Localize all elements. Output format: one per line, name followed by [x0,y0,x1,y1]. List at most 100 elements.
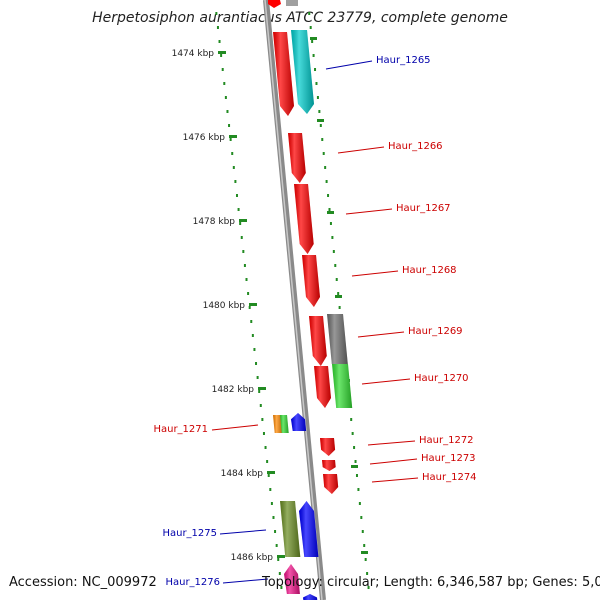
right-tick-dot [329,222,332,225]
gene-labels: Haur_1265 Haur_1266 Haur_1267 Haur_1268 Haur… [153,55,476,588]
gene-arrow-g1269b[interactable] [327,314,348,364]
left-tick-dot [224,96,227,99]
gene-label-g1271[interactable]: Haur_1271 [153,424,208,435]
gene-label-leader [337,146,385,154]
gene-arrow-g1271[interactable] [273,415,283,433]
left-tick-dot [262,432,265,435]
gene-label-leader [367,440,416,446]
right-tick-dot [353,446,356,449]
gene-arrow-shading [273,415,283,433]
accession-label: Accession: NC_009972 [9,575,157,590]
gene-arrow-g1271c[interactable] [291,413,307,431]
right-tick-dot [308,12,311,15]
scale-label: 1484 kbp [221,469,264,479]
genes-value: 5,042 [581,575,600,590]
gene-arrow-g1265a[interactable] [273,32,294,116]
gene-label-g1272[interactable]: Haur_1272 [419,435,474,446]
gene-arrow-g1276b[interactable] [303,594,318,600]
right-tick-dot [357,488,360,491]
left-tick-dot [216,26,219,29]
gene-arrow-shading [294,184,314,254]
gene-arrow-g1275a[interactable] [280,501,301,557]
gene-arrow-g1267[interactable] [294,184,314,254]
gene-features [268,0,353,600]
left-tick-dot [259,404,262,407]
left-tick-dot [242,250,245,253]
gene-arrow-g1272[interactable] [320,438,336,456]
right-tick-dot [309,26,312,29]
right-tick-dot [366,572,369,575]
gene-arrow-shading [299,501,319,557]
left-tick-dot [266,460,269,463]
gene-arrow-g1270b[interactable] [332,364,353,408]
right-tick-dot [311,40,314,43]
left-tick-dot [215,12,218,15]
right-major-tick [361,551,368,554]
gene-arrow-g1269a[interactable] [309,316,327,366]
gene-label-g1268[interactable]: Haur_1268 [402,265,457,276]
gene-label-leader [369,458,418,465]
right-tick-dot [328,208,331,211]
left-tick-dot [234,180,237,183]
left-tick-dot [261,418,264,421]
left-tick-dot [278,572,281,575]
right-tick-dot [335,278,338,281]
right-tick-dot [360,516,363,519]
right-tick-dot [325,180,328,183]
major-tick [249,303,257,306]
right-tick-dot [363,544,366,547]
left-tick-dot [255,362,258,365]
scale-label: 1474 kbp [172,49,215,59]
left-tick-dot [251,334,254,337]
scale-label: 1482 kbp [212,385,255,395]
gene-arrow-shading [284,564,300,594]
genome-summary: Topology: circular; Length: 6,346,587 bp… [262,575,600,590]
gene-arrow-shading [280,415,289,433]
topology-label: Topology: [262,575,323,590]
right-tick-dot [351,432,354,435]
gene-arrow-g1265b[interactable] [291,30,314,114]
gene-label-g1273[interactable]: Haur_1273 [421,453,476,464]
gene-arrow-g1270a[interactable] [314,366,331,408]
gene-label-g1276a[interactable]: Haur_1276 [165,577,220,588]
gene-label-leader [357,331,405,338]
gene-arrow-g1275b[interactable] [299,501,319,557]
gene-label-g1266[interactable]: Haur_1266 [388,141,443,152]
gene-label-leader [222,578,269,584]
gene-arrow-shading [320,438,336,456]
gene-label-g1274[interactable]: Haur_1274 [422,472,477,483]
gene-label-g1275a[interactable]: Haur_1275 [162,528,217,539]
major-tick [267,471,275,474]
left-tick-dot [267,474,270,477]
right-tick-dot [358,502,361,505]
gene-arrow-g1276a[interactable] [284,564,300,594]
gene-label-g1270b[interactable]: Haur_1270 [414,373,469,384]
left-tick-dot [253,348,256,351]
left-tick-dot [269,488,272,491]
major-tick [218,51,226,54]
gene-arrow-g1271b[interactable] [280,415,289,433]
left-tick-dot [226,110,229,113]
gene-label-g1267[interactable]: Haur_1267 [396,203,451,214]
left-tick-dot [228,124,231,127]
length-value: 6,346,587 bp [437,575,524,590]
gene-arrow-shading [332,364,353,408]
genes-label: Genes: [532,575,578,590]
left-tick-dot [243,264,246,267]
gene-arrow-shading [309,316,327,366]
gene-label-g1269b[interactable]: Haur_1269 [408,326,463,337]
gene-arrow-shading [288,133,306,183]
right-major-tick [351,465,358,468]
left-tick-dot [245,278,248,281]
right-major-tick [310,37,317,40]
gene-arrow-g1268[interactable] [302,255,320,307]
gene-arrow-g1266[interactable] [288,133,306,183]
gene-arrow-g1274[interactable] [323,474,339,494]
left-tick-dot [240,236,243,239]
right-tick-dot [337,292,340,295]
gene-arrow-g1273[interactable] [322,460,336,471]
left-tick-dot [235,194,238,197]
gene-label-leader [325,60,373,70]
gene-label-g1265a[interactable]: Haur_1265 [376,55,431,66]
